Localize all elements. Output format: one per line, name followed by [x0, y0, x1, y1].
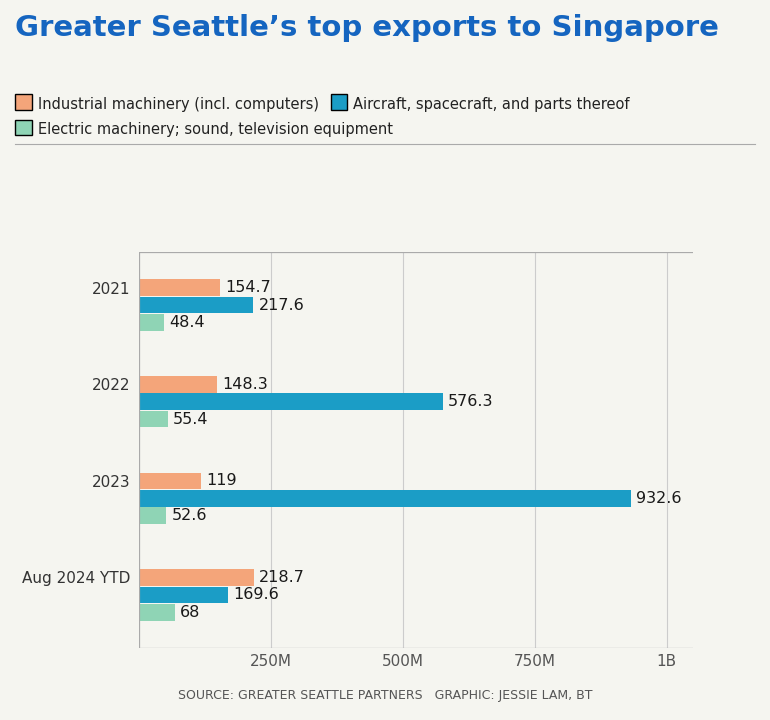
Bar — [139, 411, 168, 428]
Bar — [139, 376, 217, 392]
Text: 148.3: 148.3 — [223, 377, 268, 392]
Text: SOURCE: GREATER SEATTLE PARTNERS   GRAPHIC: JESSIE LAM, BT: SOURCE: GREATER SEATTLE PARTNERS GRAPHIC… — [178, 689, 592, 702]
Text: 932.6: 932.6 — [636, 491, 681, 505]
Bar — [139, 393, 443, 410]
Text: Electric machinery; sound, television equipment: Electric machinery; sound, television eq… — [38, 122, 393, 137]
Text: 55.4: 55.4 — [173, 412, 209, 426]
Text: 218.7: 218.7 — [259, 570, 305, 585]
Bar — [139, 314, 164, 330]
Bar — [139, 279, 220, 296]
Bar — [139, 604, 175, 621]
Text: 217.6: 217.6 — [259, 297, 304, 312]
Bar — [139, 297, 253, 313]
Text: 154.7: 154.7 — [226, 280, 271, 295]
Bar — [139, 587, 228, 603]
Text: 68: 68 — [179, 605, 200, 620]
Bar — [139, 490, 631, 507]
Text: Industrial machinery (incl. computers): Industrial machinery (incl. computers) — [38, 97, 319, 112]
Text: 52.6: 52.6 — [172, 508, 207, 523]
Bar — [139, 472, 202, 489]
Text: 576.3: 576.3 — [448, 395, 494, 409]
Text: Greater Seattle’s top exports to Singapore: Greater Seattle’s top exports to Singapo… — [15, 14, 719, 42]
Text: 119: 119 — [206, 474, 237, 488]
Bar — [139, 570, 254, 586]
Text: Aircraft, spacecraft, and parts thereof: Aircraft, spacecraft, and parts thereof — [353, 97, 630, 112]
Text: 169.6: 169.6 — [233, 588, 280, 603]
Text: 48.4: 48.4 — [169, 315, 205, 330]
Bar — [139, 508, 166, 524]
